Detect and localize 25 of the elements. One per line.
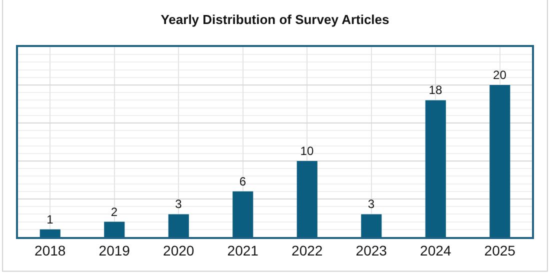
data-label: 2 [110,204,118,219]
data-label: 6 [239,174,246,188]
x-tick-label: 2019 [98,242,130,259]
x-tick-label: 2020 [163,242,194,259]
x-tick-label: 2024 [420,242,452,259]
x-tick-label: 2025 [484,242,516,259]
x-tick-label: 2023 [356,242,388,259]
bar [168,214,189,237]
bar [425,100,446,237]
data-label: 1 [46,212,54,226]
chart-title: Yearly Distribution of Survey Articles [160,12,390,27]
bar [40,229,60,237]
data-label: 18 [428,83,442,98]
bar [361,214,382,237]
data-label: 3 [175,197,182,212]
data-label: 20 [493,68,507,82]
x-tick-label: 2022 [292,242,323,259]
bar [232,191,254,237]
data-label: 10 [300,144,314,158]
bar [490,85,510,237]
x-tick-label: 2018 [34,242,66,259]
x-tick-label: 2021 [227,242,259,259]
bar [296,161,318,237]
bar [104,222,125,237]
data-label: 3 [368,197,375,212]
